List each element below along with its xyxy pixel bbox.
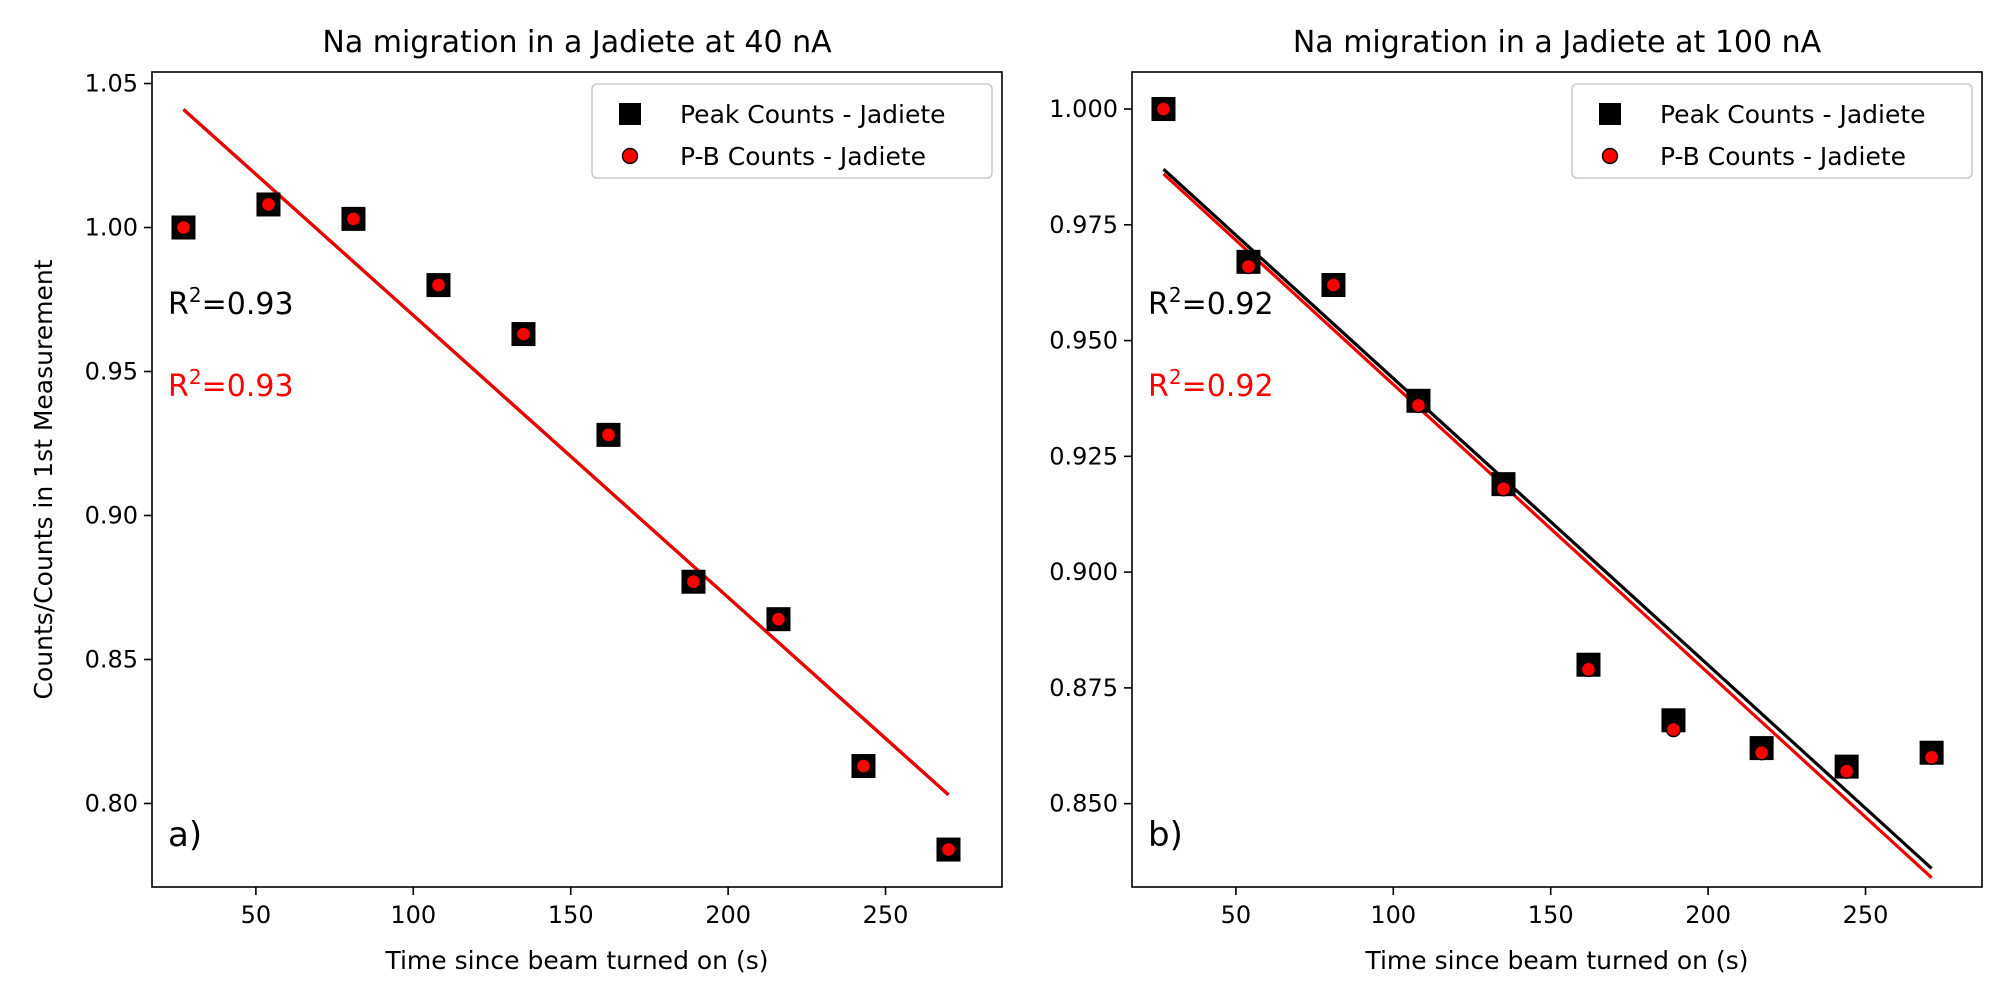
- y-tick-label: 1.00: [85, 214, 138, 242]
- legend-label-pb: P-B Counts - Jadiete: [680, 142, 926, 171]
- fit-line-peak: [1162, 168, 1933, 870]
- data-point-pb: [1923, 749, 1940, 766]
- y-tick-label: 0.80: [85, 789, 138, 817]
- x-tick-label: 250: [1843, 901, 1889, 929]
- data-point-pb: [175, 219, 192, 236]
- data-point-pb: [770, 611, 787, 627]
- panel-label: b): [1148, 815, 1183, 855]
- x-tick-label: 200: [1685, 901, 1731, 929]
- legend-marker-peak: [1599, 103, 1621, 125]
- legend-marker-pb: [621, 147, 639, 165]
- chart-panel-b: Na migration in a Jadiete at 100 nA 50 100…: [1049, 25, 1983, 975]
- data-point-pb: [685, 574, 702, 590]
- fit-line-pb: [182, 108, 950, 797]
- legend-label-pb: P-B Counts - Jadiete: [1660, 142, 1906, 171]
- data-point-pb: [1410, 397, 1427, 414]
- y-tick-label: 1.000: [1049, 95, 1118, 123]
- r2-annotation-peak: R2=0.93: [168, 283, 294, 322]
- x-tick-label: 100: [390, 901, 436, 929]
- data-point-pb: [260, 196, 277, 213]
- legend-box: [1571, 83, 1973, 179]
- y-axis-label: Counts/Counts in 1st Measurement: [29, 259, 58, 699]
- data-point-pb: [600, 427, 617, 443]
- plot-frame: [151, 71, 1003, 888]
- x-tick-label: 50: [1221, 901, 1252, 929]
- y-tick-label: 0.875: [1049, 674, 1118, 702]
- x-tick-label: 100: [1370, 901, 1416, 929]
- x-axis-label: Time since beam turned on (s): [1364, 946, 1748, 975]
- data-point-pb: [1838, 763, 1855, 779]
- r2-annotation-pb: R2=0.93: [168, 365, 294, 404]
- panel-label: a): [168, 815, 202, 855]
- x-tick-label: 150: [548, 901, 594, 929]
- data-point-pb: [515, 326, 532, 342]
- data-point-pb: [1155, 101, 1172, 117]
- legend-marker-pb: [1601, 147, 1619, 165]
- data-point-pb: [1753, 745, 1770, 761]
- legend: Peak Counts - Jadiete P-B Counts - Jadiet…: [1571, 83, 1973, 179]
- data-point-pb: [1665, 721, 1682, 738]
- y-tick-label: 0.95: [85, 358, 138, 386]
- data-point-pb: [855, 758, 872, 774]
- y-tick-label: 0.975: [1049, 211, 1118, 239]
- legend-box: [591, 83, 993, 179]
- plot-frame: [1131, 71, 1983, 888]
- data-point-pb: [1325, 277, 1342, 293]
- chart-title: Na migration in a Jadiete at 40 nA: [322, 25, 832, 60]
- y-tick-label: 0.925: [1049, 442, 1118, 470]
- legend-marker-peak: [619, 103, 641, 125]
- data-point-pb: [1495, 481, 1512, 497]
- legend-label-peak: Peak Counts - Jadiete: [1660, 100, 1926, 129]
- y-tick-label: 0.950: [1049, 327, 1118, 355]
- x-axis-label: Time since beam turned on (s): [384, 946, 768, 975]
- x-tick-label: 250: [863, 901, 909, 929]
- y-tick-label: 0.85: [85, 645, 138, 673]
- y-tick-label: 0.900: [1049, 558, 1118, 586]
- r2-annotation-peak: R2=0.92: [1148, 283, 1274, 322]
- legend-label-peak: Peak Counts - Jadiete: [680, 100, 946, 129]
- data-point-pb: [940, 841, 957, 858]
- x-tick-label: 200: [705, 901, 751, 929]
- legend: Peak Counts - Jadiete P-B Counts - Jadiet…: [591, 83, 993, 179]
- chart-panel-a: Na migration in a Jadiete at 40 nA 50 100 1…: [29, 25, 1003, 975]
- x-tick-label: 150: [1528, 901, 1574, 929]
- y-tick-label: 1.05: [85, 70, 138, 98]
- chart-title: Na migration in a Jadiete at 100 nA: [1293, 25, 1822, 60]
- fit-line-pb: [1162, 172, 1933, 879]
- data-point-pb: [1240, 258, 1257, 275]
- data-point-pb: [345, 211, 362, 227]
- data-point-pb: [430, 277, 447, 293]
- x-tick-label: 50: [241, 901, 272, 929]
- y-tick-label: 0.850: [1049, 790, 1118, 818]
- r2-annotation-pb: R2=0.92: [1148, 365, 1274, 404]
- y-tick-label: 0.90: [85, 501, 138, 529]
- data-point-pb: [1580, 661, 1597, 678]
